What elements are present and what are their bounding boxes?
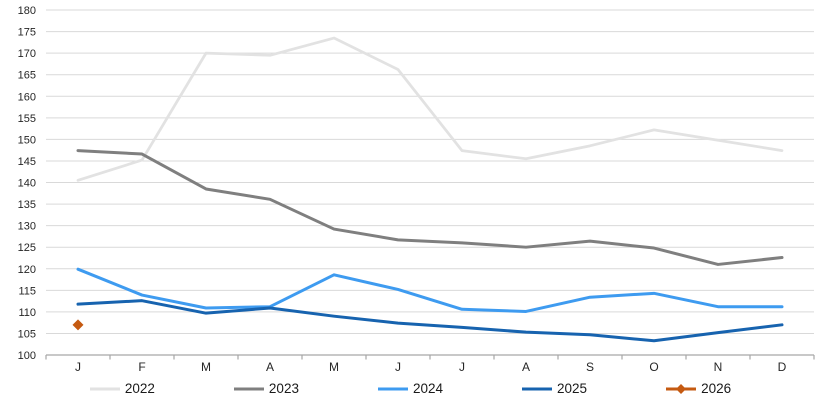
y-axis-tick-label: 130 <box>18 221 36 233</box>
legend-item-2026: 2026 <box>665 382 731 396</box>
x-axis-tick-label: N <box>714 360 723 374</box>
y-axis-tick-label: 175 <box>18 27 36 39</box>
y-axis-tick-label: 165 <box>18 70 36 82</box>
series-line-2024 <box>76 267 784 313</box>
legend-item-2022: 2022 <box>89 382 155 396</box>
series-2024 <box>76 267 784 313</box>
legend-item-2024: 2024 <box>377 382 443 396</box>
y-axis-tick-label: 155 <box>18 113 36 125</box>
legend-label: 2023 <box>268 381 299 397</box>
x-axis-tick-label: F <box>138 360 145 374</box>
legend-swatch-2022 <box>89 387 120 391</box>
y-axis-tick-label: 100 <box>18 350 36 362</box>
legend-label: 2022 <box>124 381 155 397</box>
y-axis-tick-label: 105 <box>18 328 36 340</box>
legend-label: 2024 <box>412 381 444 397</box>
y-axis-tick-label: 125 <box>18 242 36 254</box>
gridlines <box>46 9 814 334</box>
legend-swatch-2026 <box>666 384 697 394</box>
x-axis-tick-label: J <box>75 360 81 374</box>
chart-legend: 2022 2023 2024 2025 2026 <box>0 372 820 406</box>
x-axis-tick-label: S <box>586 360 594 374</box>
legend-label: 2025 <box>557 381 588 397</box>
y-axis-tick-label: 180 <box>18 5 36 17</box>
legend-swatch-2025 <box>522 387 553 391</box>
y-axis-tick-label: 120 <box>18 264 36 276</box>
legend-swatch-2023 <box>233 387 264 391</box>
y-axis-tick-label: 170 <box>18 48 36 60</box>
data-point-diamond-2026 <box>72 319 84 331</box>
x-axis-tick-label: A <box>522 360 530 374</box>
series-2026 <box>72 319 84 331</box>
y-axis-tick-label: 110 <box>18 307 36 319</box>
y-axis-tick-label: 115 <box>18 285 36 297</box>
x-axis-tick-label: M <box>201 360 211 374</box>
y-axis-tick-label: 145 <box>18 156 36 168</box>
legend-item-2025: 2025 <box>521 382 587 396</box>
y-axis-tick-label: 160 <box>18 91 36 103</box>
x-axis-tick-label: D <box>778 360 787 374</box>
series-line-2025 <box>76 299 784 343</box>
y-axis-tick-label: 135 <box>18 199 36 211</box>
x-axis-tick-label: A <box>266 360 274 374</box>
y-axis-tick-label: 140 <box>18 178 36 190</box>
legend-swatch-2024 <box>377 387 408 391</box>
series-2025 <box>76 299 784 343</box>
x-axis <box>45 354 815 360</box>
y-axis-labels: 180 175 170 165 160 155 150 145 140 135 130 125 120 1… <box>18 5 36 362</box>
x-axis-tick-label: J <box>459 360 465 374</box>
series-line-2023 <box>76 149 784 266</box>
legend-label: 2026 <box>701 381 732 397</box>
legend-item-2023: 2023 <box>233 382 299 396</box>
series-2023 <box>76 149 784 266</box>
x-axis-tick-label: M <box>329 360 339 374</box>
series-line-2022 <box>76 36 784 182</box>
series-2022 <box>76 36 784 182</box>
legend-diamond-icon <box>676 384 687 394</box>
x-axis-tick-label: O <box>649 360 658 374</box>
chart-canvas: 180 175 170 165 160 155 150 145 140 135 130 125 120 1… <box>18 5 815 374</box>
x-axis-tick-label: J <box>395 360 401 374</box>
y-axis-tick-label: 150 <box>18 134 36 146</box>
